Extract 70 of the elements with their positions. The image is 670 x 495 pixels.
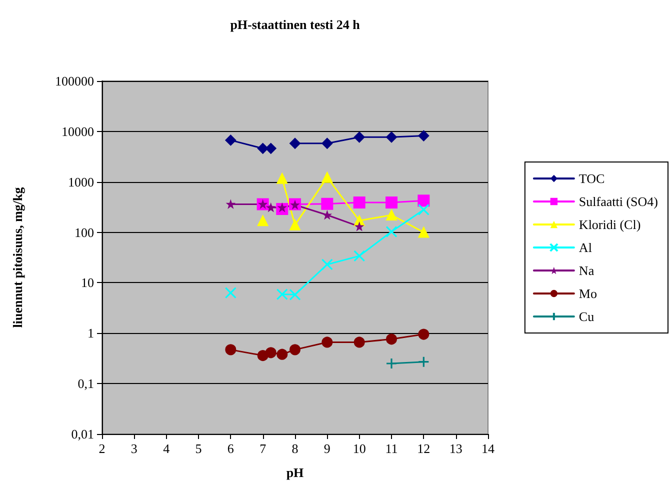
point xyxy=(354,250,366,262)
point xyxy=(386,226,398,238)
x-tick-label: 4 xyxy=(163,441,170,456)
point xyxy=(266,204,275,212)
legend-label: TOC xyxy=(578,171,605,186)
point xyxy=(290,138,300,149)
x-tick-label: 13 xyxy=(449,441,462,456)
x-tick-label: 6 xyxy=(227,441,234,456)
x-tick-label: 9 xyxy=(324,441,330,456)
y-tick-label: 100000 xyxy=(55,74,94,88)
point xyxy=(353,196,366,208)
point xyxy=(418,204,430,216)
point xyxy=(226,200,235,208)
point xyxy=(418,226,430,238)
point xyxy=(386,196,398,208)
y-tick-label: 1 xyxy=(88,326,94,341)
y-axis-title: liuennut pitoisuus, mg/kg xyxy=(10,186,25,328)
legend-label: Na xyxy=(578,263,594,278)
legend-label: Cu xyxy=(578,309,595,324)
point xyxy=(225,344,236,356)
x-tick-label: 8 xyxy=(292,441,298,456)
point xyxy=(257,142,268,154)
point xyxy=(321,198,334,210)
point xyxy=(322,336,333,348)
x-tick-label: 2 xyxy=(98,441,106,456)
point xyxy=(418,130,430,142)
point xyxy=(418,328,430,340)
point xyxy=(386,358,398,370)
point xyxy=(322,138,333,149)
y-tick-label: 1000 xyxy=(68,174,94,190)
point xyxy=(290,219,300,230)
point xyxy=(386,334,397,345)
x-tick-label: 5 xyxy=(195,441,202,456)
point xyxy=(418,356,430,368)
point xyxy=(225,134,236,146)
y-tick-label: 10 xyxy=(81,275,94,290)
x-tick-label: 12 xyxy=(417,441,430,456)
legend-label: Mo xyxy=(578,286,597,301)
point xyxy=(355,222,364,231)
point xyxy=(321,258,333,270)
point xyxy=(290,344,300,356)
x-tick-label: 11 xyxy=(385,441,398,456)
point xyxy=(323,211,332,220)
y-tick-label: 0,1 xyxy=(78,376,94,392)
x-tick-label: 10 xyxy=(352,441,366,456)
point xyxy=(276,172,288,184)
x-tick-label: 3 xyxy=(130,441,138,456)
point xyxy=(224,287,236,299)
x-axis-title: pH xyxy=(286,465,304,480)
y-tick-label: 0,01 xyxy=(71,426,94,442)
x-tick-label: 14 xyxy=(482,441,495,456)
point xyxy=(276,348,288,360)
point xyxy=(322,172,333,183)
legend-label: Al xyxy=(578,240,592,255)
point xyxy=(386,210,397,221)
legend-label: Sulfaatti (SO4) xyxy=(578,194,658,209)
point xyxy=(257,215,268,226)
point xyxy=(265,347,276,358)
point xyxy=(354,132,365,143)
y-tick-label: 10000 xyxy=(62,124,94,139)
point xyxy=(386,132,397,143)
point xyxy=(289,288,301,300)
point xyxy=(418,194,430,207)
chart-title: pH-staattinen testi 24 h xyxy=(230,17,361,32)
point xyxy=(276,288,288,300)
legend-label: Kloridi (Cl) xyxy=(578,217,641,232)
x-tick-label: 7 xyxy=(260,441,267,456)
point xyxy=(265,142,276,154)
y-tick-label: 100 xyxy=(74,224,94,240)
point xyxy=(354,336,365,348)
